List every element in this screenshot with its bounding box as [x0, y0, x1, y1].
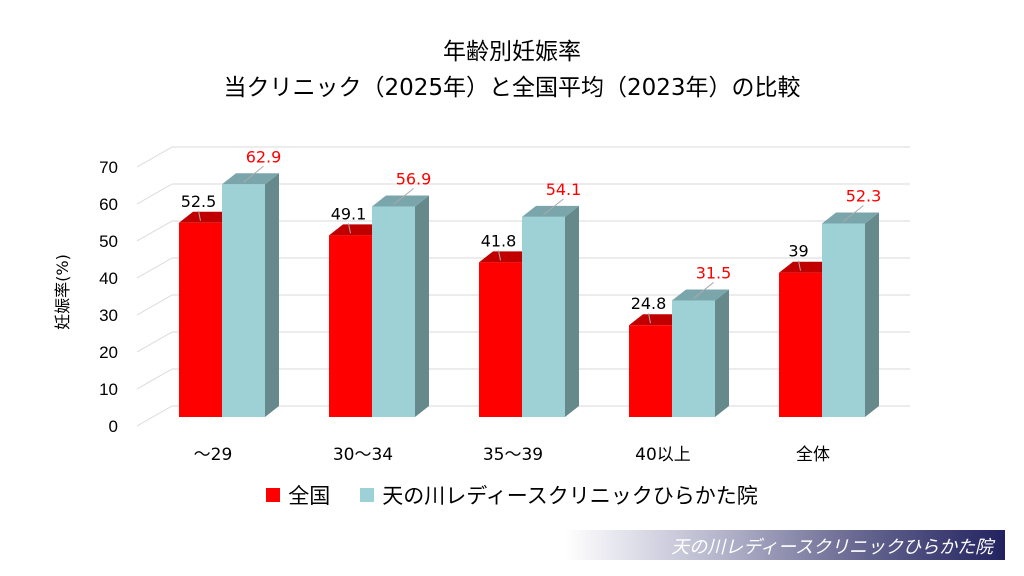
data-label: 41.8: [481, 231, 517, 250]
data-label: 62.9: [246, 147, 282, 166]
data-label: 31.5: [696, 263, 732, 282]
x-tick-label: ～29: [194, 445, 233, 465]
data-label: 39: [788, 242, 808, 261]
gridline-diagonal: [136, 220, 173, 242]
data-label: 49.1: [331, 204, 367, 223]
y-axis-label: 妊娠率(%): [53, 254, 72, 330]
data-label-leader: [798, 260, 801, 271]
legend-swatch-national: [266, 488, 281, 502]
data-label-leader: [648, 313, 651, 324]
bar-top: [779, 261, 836, 273]
bar-side: [265, 173, 279, 417]
bar-top: [179, 211, 236, 223]
clinic-banner: 天の川レディースクリニックひらかた院: [565, 530, 1005, 560]
data-label: 54.1: [546, 180, 582, 199]
bar-top: [479, 251, 536, 263]
data-label: 52.5: [181, 192, 217, 211]
x-tick-label: 全体: [796, 445, 830, 465]
bar: [629, 325, 672, 417]
bar: [779, 272, 822, 417]
bar: [522, 216, 565, 417]
gridline-diagonal: [136, 183, 173, 205]
legend-label-clinic: 天の川レディースクリニックひらかた院: [382, 484, 758, 508]
bar-top: [629, 314, 686, 326]
y-tick-label: 50: [99, 232, 118, 251]
data-label-leader: [243, 165, 264, 183]
legend: 全国 天の川レディースクリニックひらかた院: [0, 480, 1024, 510]
y-tick-label: 30: [99, 306, 118, 325]
data-label: 52.3: [846, 186, 882, 205]
gridline-diagonal: [136, 257, 173, 279]
bar: [479, 262, 522, 417]
data-label-leader: [693, 282, 714, 299]
y-tick-label: 0: [109, 417, 118, 436]
legend-label-national: 全国: [288, 484, 331, 508]
bar: [672, 300, 715, 417]
gridline-diagonal: [136, 294, 173, 316]
bar-side: [715, 289, 729, 417]
x-tick-label: 35～39: [483, 445, 543, 465]
y-tick-label: 40: [99, 269, 118, 288]
y-tick-label: 70: [99, 158, 118, 177]
bar-side: [415, 195, 429, 417]
bar-top: [522, 205, 579, 217]
x-tick-label: 30～34: [333, 445, 393, 465]
gridline-diagonal: [136, 146, 173, 168]
banner-text: 天の川レディースクリニックひらかた院: [671, 537, 993, 558]
bar-top: [222, 173, 279, 185]
bar-top: [372, 195, 429, 207]
chart-title: 年齢別妊娠率: [443, 39, 581, 65]
data-label-leader: [348, 223, 351, 234]
chart-subtitle: 当クリニック（2025年）と全国平均（2023年）の比較: [223, 75, 801, 101]
y-tick-label: 60: [99, 195, 118, 214]
gridline-diagonal: [136, 368, 173, 390]
data-label: 24.8: [631, 294, 667, 313]
data-label-leader: [198, 210, 201, 221]
bar-top: [329, 224, 386, 236]
x-tick-label: 40以上: [635, 445, 691, 465]
bar: [222, 184, 265, 417]
y-tick-label: 10: [99, 380, 118, 399]
bar: [329, 235, 372, 417]
bar: [372, 206, 415, 417]
data-label: 56.9: [396, 169, 432, 188]
data-label-leader: [393, 188, 414, 205]
bar: [822, 223, 865, 417]
legend-item-clinic: 天の川レディースクリニックひらかた院: [360, 480, 758, 510]
bar: [179, 222, 222, 417]
bar-top: [822, 212, 879, 224]
data-label-leader: [498, 250, 501, 261]
legend-item-national: 全国: [266, 480, 330, 510]
bar-top: [672, 289, 729, 301]
gridline-diagonal: [136, 331, 173, 353]
bar-side: [565, 205, 579, 417]
y-tick-label: 20: [99, 343, 118, 362]
gridline-diagonal: [136, 405, 173, 427]
legend-swatch-clinic: [360, 488, 375, 502]
data-label-leader: [843, 205, 864, 222]
bar-side: [865, 212, 879, 417]
data-label-leader: [543, 198, 564, 216]
